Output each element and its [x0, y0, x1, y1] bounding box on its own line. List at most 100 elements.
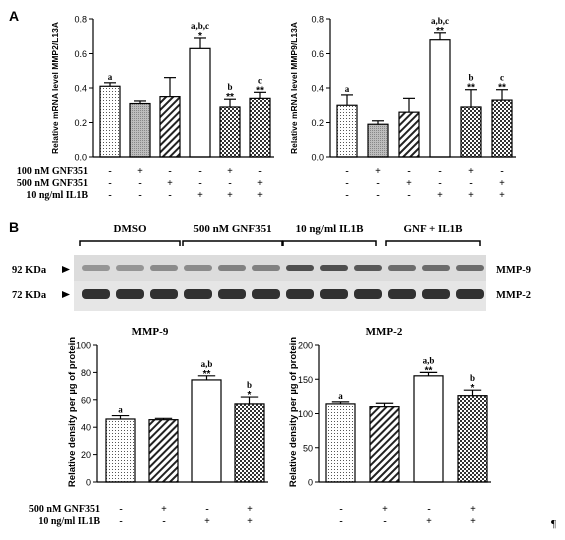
band-mmp2 [82, 289, 110, 299]
treatment-label: 10 ng/ml IL1B [26, 190, 88, 201]
bar [105, 418, 136, 483]
y-tick-label: 0.6 [74, 49, 87, 59]
band-mmp2 [320, 289, 348, 299]
band-mmp9 [252, 265, 280, 271]
minus-mark: - [438, 178, 441, 189]
treatment-table-a: 100 nM GNF351- + - - + - - + - - + -500 nM GNF351- -… [17, 166, 505, 201]
band-mmp9 [116, 265, 144, 271]
blot-group-bracket [282, 240, 377, 246]
treatment-label: 500 nM GNF351 [29, 504, 100, 515]
blot-group-label: GNF + IL1B [403, 223, 463, 235]
significance-label: b [227, 82, 232, 92]
minus-mark: - [469, 178, 472, 189]
plus-mark: + [499, 178, 505, 189]
y-tick-label: 40 [81, 423, 91, 433]
plus-mark: + [470, 516, 476, 527]
minus-mark: - [228, 178, 231, 189]
panel-a-label: A [9, 8, 19, 24]
band-mmp2 [116, 289, 144, 299]
minus-mark: - [162, 516, 165, 527]
y-tick-label: 20 [81, 450, 91, 460]
plus-mark: + [470, 504, 476, 515]
significance-label: a [338, 391, 343, 401]
y-tick-label: 200 [298, 341, 313, 351]
treatment-label: 100 nM GNF351 [17, 166, 88, 177]
band-mmp2 [388, 289, 416, 299]
significance-label: b [468, 73, 473, 83]
blot-group-labels: DMSO 500 nM GNF351 10 ng/ml IL1B GNF + IL1B [79, 223, 481, 246]
band-mmp9 [388, 265, 416, 271]
significance-label: ** [436, 26, 444, 37]
pilcrow: ¶ [551, 518, 556, 530]
plus-mark: + [247, 504, 253, 515]
minus-mark: - [108, 178, 111, 189]
y-tick-label: 0.4 [74, 84, 87, 94]
minus-mark: - [198, 166, 201, 177]
bar [325, 403, 356, 483]
band-mmp2 [218, 289, 246, 299]
plus-mark: + [137, 166, 143, 177]
minus-mark: - [205, 504, 208, 515]
blot-group-label: 500 nM GNF351 [193, 223, 271, 235]
chart-title: MMP-9 [132, 326, 169, 338]
plus-mark: + [468, 190, 474, 201]
y-tick-label: 60 [81, 395, 91, 405]
treatment-label: 10 ng/ml IL1B [38, 516, 100, 527]
significance-label: a [108, 72, 113, 82]
significance-label: c [258, 75, 262, 85]
minus-mark: - [258, 166, 261, 177]
significance-label: a [118, 405, 123, 415]
minus-mark: - [345, 166, 348, 177]
western-blot: DMSO 500 nM GNF351 10 ng/ml IL1B GNF + IL1B… [12, 223, 531, 311]
y-tick-label: 100 [76, 341, 91, 351]
y-axis-label: Relative density per µg of protein [67, 337, 78, 487]
plus-mark: + [382, 504, 388, 515]
minus-mark: - [376, 178, 379, 189]
minus-mark: - [438, 166, 441, 177]
y-tick-label: 0 [86, 478, 91, 488]
minus-mark: - [119, 504, 122, 515]
blot-group-label: DMSO [114, 223, 147, 235]
band-mmp2 [184, 289, 212, 299]
minus-mark: - [108, 190, 111, 201]
plus-mark: + [468, 166, 474, 177]
band-mmp9 [218, 265, 246, 271]
significance-label: ** [425, 365, 433, 376]
y-tick-label: 0.4 [311, 84, 324, 94]
minus-mark: - [500, 166, 503, 177]
blot-group-bracket [79, 240, 181, 246]
band-mmp9 [150, 265, 178, 271]
plus-mark: + [257, 178, 263, 189]
kda-label-92: 92 KDa [12, 265, 47, 276]
minus-mark: - [138, 178, 141, 189]
bar [369, 406, 400, 483]
minus-mark: - [138, 190, 141, 201]
band-mmp2 [422, 289, 450, 299]
bar [457, 395, 488, 483]
band-mmp9 [456, 265, 484, 271]
band-mmp2 [286, 289, 314, 299]
significance-label: a,b,c [431, 16, 449, 26]
minus-mark: - [339, 504, 342, 515]
y-tick-label: 80 [81, 368, 91, 378]
bar [99, 85, 121, 158]
significance-label: c [500, 73, 504, 83]
significance-label: a [345, 84, 350, 94]
y-tick-label: 0.0 [311, 153, 324, 163]
plus-mark: + [247, 516, 253, 527]
chart-mmp9-mrna: 0.0 0.2 0.4 0.6 0.8 Relative mRNA level MMP9/… [289, 15, 516, 163]
bar [148, 419, 179, 483]
bar [234, 403, 265, 483]
plus-mark: + [437, 190, 443, 201]
y-tick-label: 100 [298, 409, 313, 419]
y-tick-label: 0.8 [74, 15, 87, 25]
chart-title: MMP-2 [366, 326, 403, 338]
blot-label-mmp9: MMP-9 [496, 265, 531, 276]
y-axis-label: Relative mRNA level MMP9/L13A [289, 22, 299, 154]
minus-mark: - [376, 190, 379, 201]
plus-mark: + [499, 190, 505, 201]
plus-mark: + [426, 516, 432, 527]
minus-mark: - [345, 190, 348, 201]
minus-mark: - [168, 190, 171, 201]
y-tick-label: 50 [303, 443, 313, 453]
